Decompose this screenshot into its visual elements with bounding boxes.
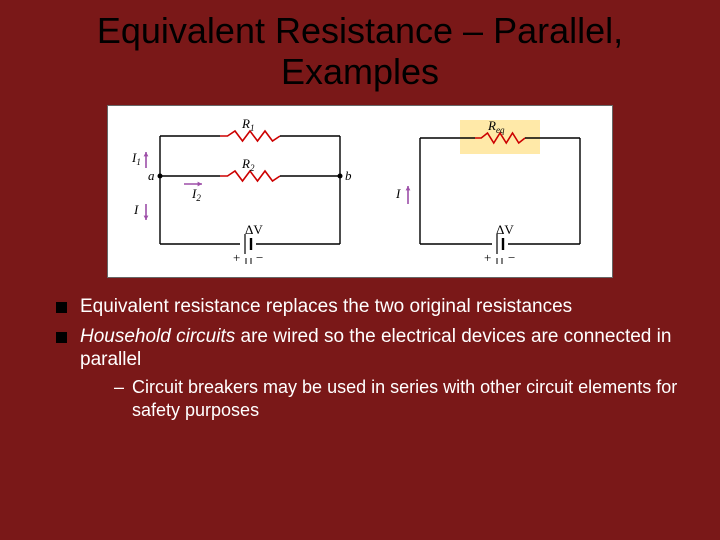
dash-icon: – xyxy=(114,376,124,399)
svg-text:+: + xyxy=(484,250,491,265)
sub-bullet-item: – Circuit breakers may be used in series… xyxy=(114,376,684,421)
svg-text:R1: R1 xyxy=(241,116,254,133)
slide-title: Equivalent Resistance – Parallel, Exampl… xyxy=(0,0,720,101)
svg-text:−: − xyxy=(256,250,263,265)
svg-text:ΔV: ΔV xyxy=(245,222,263,237)
bullet-text: Equivalent resistance replaces the two o… xyxy=(80,296,572,317)
svg-text:+: + xyxy=(233,250,240,265)
bullet-item: Household circuits are wired so the elec… xyxy=(56,325,684,422)
svg-text:R2: R2 xyxy=(241,156,255,173)
svg-text:a: a xyxy=(148,168,155,183)
svg-text:−: − xyxy=(508,250,515,265)
bullet-text-italic: Household circuits xyxy=(80,326,235,347)
svg-text:b: b xyxy=(345,168,352,183)
bullet-square-icon xyxy=(56,332,67,343)
bullet-square-icon xyxy=(56,302,67,313)
svg-text:I1: I1 xyxy=(131,150,141,167)
svg-text:I: I xyxy=(133,202,139,217)
svg-text:ΔV: ΔV xyxy=(496,222,514,237)
circuit-diagram: R1R2abΔV+−I1II2ReqΔV+−I xyxy=(107,105,613,278)
diagram-container: R1R2abΔV+−I1II2ReqΔV+−I xyxy=(0,105,720,283)
bullet-item: Equivalent resistance replaces the two o… xyxy=(56,295,684,319)
svg-text:I2: I2 xyxy=(191,186,201,203)
sub-bullet-text: Circuit breakers may be used in series w… xyxy=(132,377,677,420)
bullet-list: Equivalent resistance replaces the two o… xyxy=(0,295,720,421)
svg-text:I: I xyxy=(395,186,401,201)
